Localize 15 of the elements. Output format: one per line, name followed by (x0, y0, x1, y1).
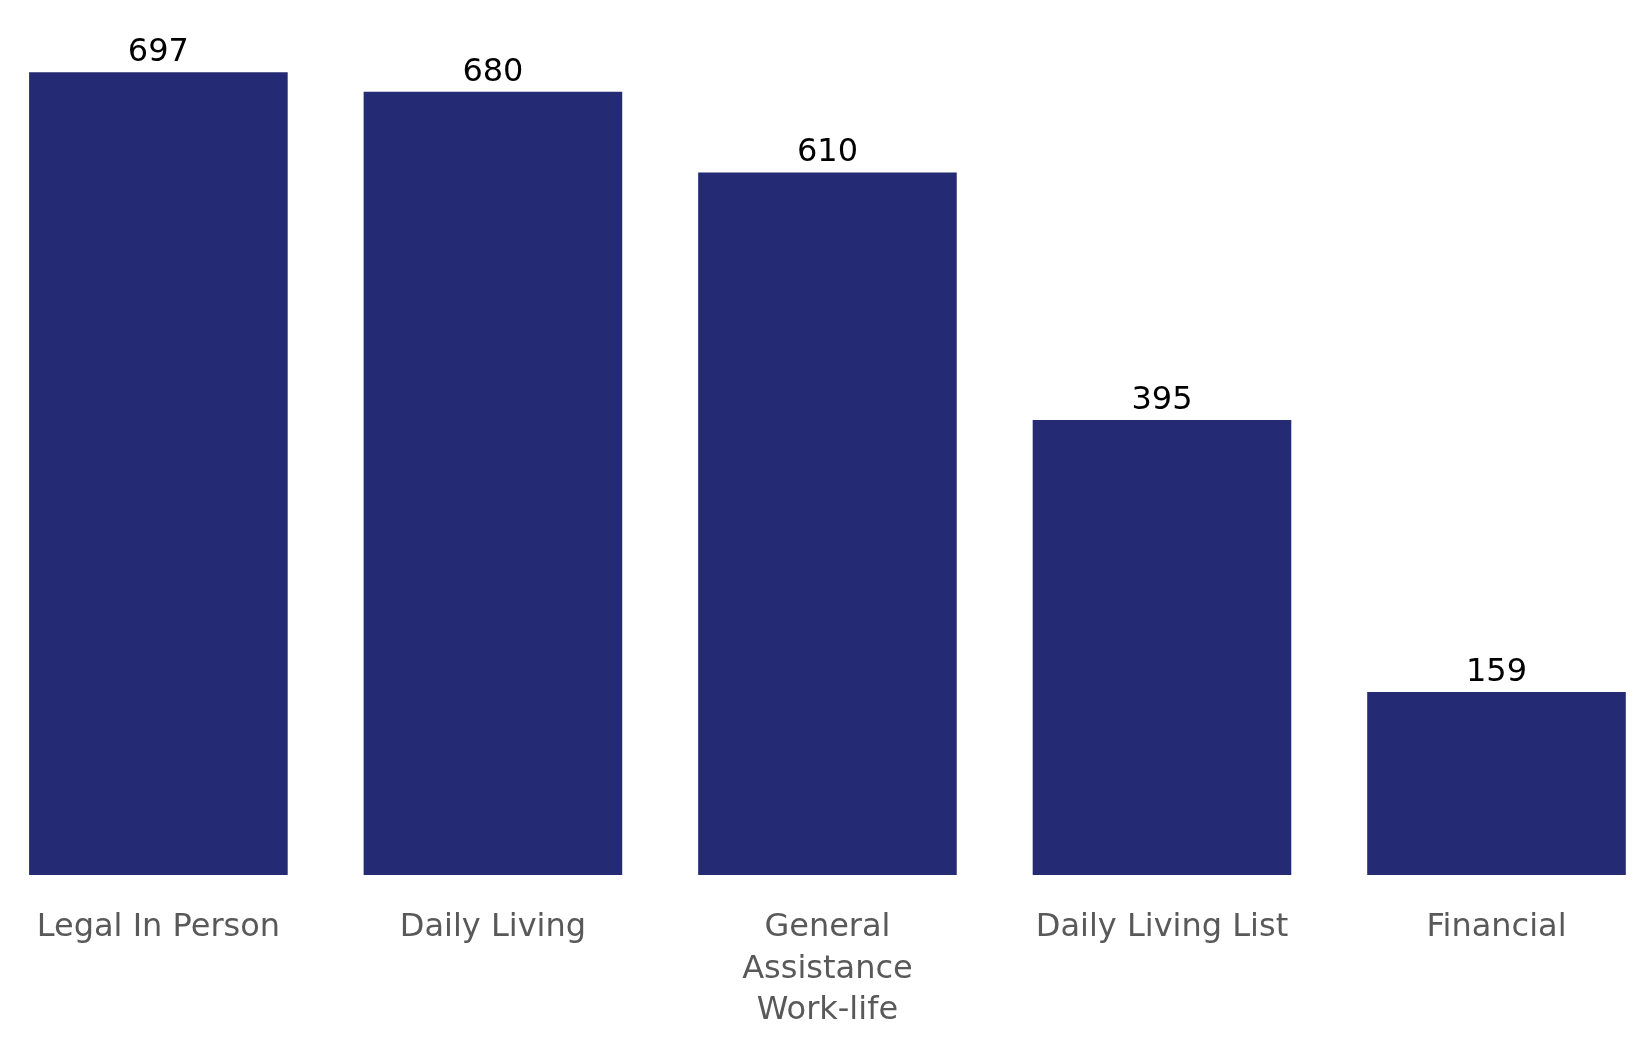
bar (1032, 420, 1292, 875)
x-tick-label: Daily Living List (1035, 906, 1289, 944)
x-tick-label: Legal In Person (36, 906, 281, 944)
data-label: 680 (462, 50, 524, 89)
data-label: 159 (1465, 650, 1528, 689)
bar (698, 172, 957, 875)
x-tick-label: General Assistance Work-life (742, 906, 913, 1028)
x-tick-label: Daily Living (399, 906, 587, 944)
bar (1367, 691, 1626, 875)
data-label: 697 (127, 31, 189, 70)
bar (29, 72, 288, 875)
bar (363, 91, 623, 875)
data-label: 610 (796, 131, 858, 170)
x-tick-label: Financial (1426, 906, 1567, 944)
data-label: 395 (1131, 379, 1193, 418)
